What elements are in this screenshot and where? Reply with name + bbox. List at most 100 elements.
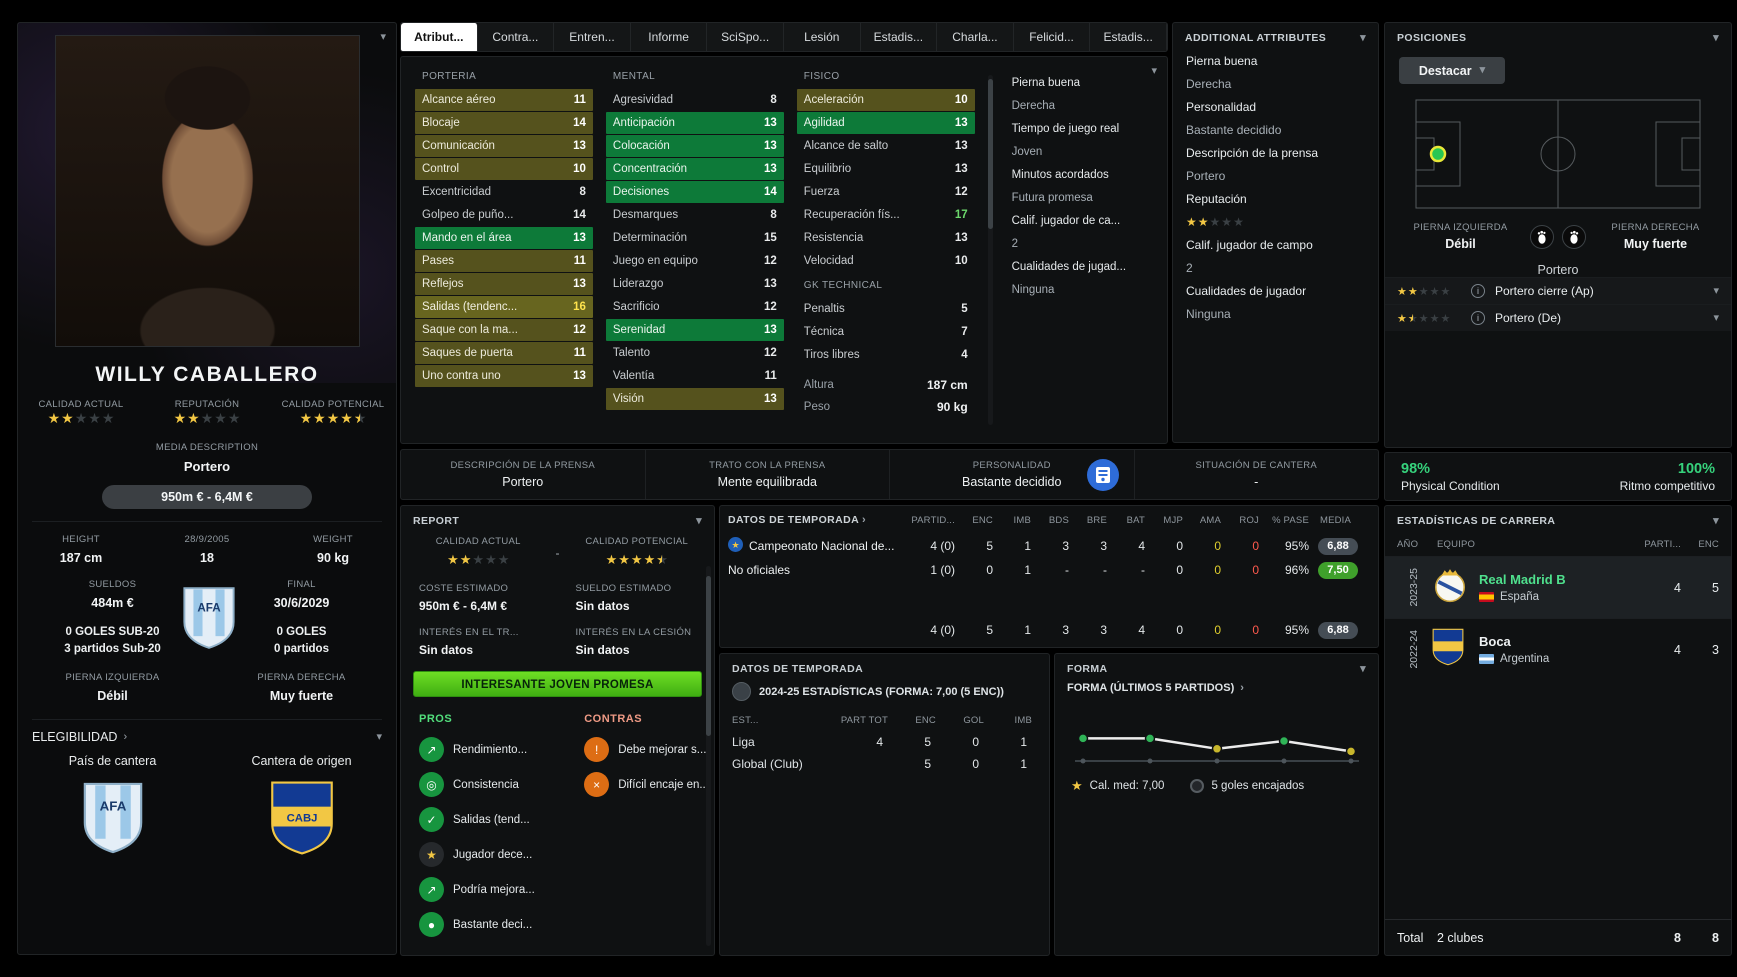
current-ability-stars: ★ ★ ★ ★ ★ [447,552,510,567]
scrollbar[interactable] [706,566,711,946]
tab-estadisticas-2[interactable]: Estadis... [1090,23,1167,51]
competition-name: Campeonato Nacional de... [749,539,895,553]
career-row[interactable]: 2022-24 Boca Argentina 4 3 [1385,618,1731,680]
form-panel: FORMA ▾ FORMA (ÚLTIMOS 5 PARTIDOS) › ★ Cal.… [1054,653,1379,956]
scrollbar-thumb[interactable] [706,576,711,736]
player-name: WILLY CABALLERO [95,363,319,386]
role-rating-stars: ★ ★ ★ ★ ★ [1397,285,1451,298]
weight-row: Peso 90 kg [803,400,968,414]
info-icon[interactable]: i [1471,311,1485,325]
column-header: BDS [1048,514,1069,526]
attribute-row: Sacrificio 12 [612,301,777,313]
attribute-row: Concentración 13 [605,158,784,180]
attribute-row: Equilibrio 13 [803,163,968,175]
average-rating-pill: 7,50 [1318,561,1358,579]
loan-interest-value: Sin datos [575,643,630,657]
pros-column: PROS ↗ Rendimiento... ◎ Consistencia ✓ Sali… [419,713,584,947]
tab-scisports[interactable]: SciSpo... [707,23,784,51]
current-ability-label: CALIDAD ACTUAL [38,399,124,410]
collapse-chevron[interactable]: ▾ [1713,31,1719,44]
collapse-chevron[interactable]: ▾ [1360,31,1366,44]
personality-cell: PERSONALIDAD Bastante decidido [889,450,1134,499]
list-item: Calif. jugador de ca... 2 [1011,214,1121,250]
tab-atributos[interactable]: Atribut... [401,23,478,51]
reputation-stars: ★ ★ ★ ★ ★ [173,410,241,426]
career-row[interactable]: 2023-25 Real Madrid B España 4 5 [1385,556,1731,618]
attribute-row: Blocaje 14 [415,112,593,134]
right-foot-value: Muy fuerte [269,689,334,703]
tab-contrato[interactable]: Contra... [477,23,555,51]
collapse-chevron[interactable]: ▾ [376,730,382,743]
career-years: 2022-24 [1408,630,1420,669]
column-header: PART TOT [840,714,888,726]
scrollbar[interactable] [987,75,993,425]
right-foot-value: Muy fuerte [1623,237,1688,251]
collapse-chevron[interactable]: ▾ [1713,514,1719,527]
collapse-chevron[interactable]: ▾ [1360,662,1366,675]
attribute-row: Alcance aéreo 11 [415,89,593,111]
role-row[interactable]: ★ ★ ★ ★ ★ i Portero cierre (Ap) ▾ [1385,277,1731,304]
club-name[interactable]: Boca [1479,634,1511,649]
career-stats-panel: ESTADÍSTICAS DE CARRERA ▾ AÑO EQUIPO PART… [1384,505,1732,956]
table-row[interactable]: Liga 4 5 0 1 [732,735,1027,749]
chevron-down-icon[interactable]: ▾ [1713,284,1719,297]
eligibility-row[interactable]: ELEGIBILIDAD › ▾ [32,719,382,744]
attribute-row: Serenidad 13 [605,319,784,341]
personality-card-icon[interactable] [1086,458,1120,497]
tab-estadisticas[interactable]: Estadis... [860,23,938,51]
physical-condition-label: Physical Condition [1401,478,1500,493]
attribute-row: Agresividad 8 [612,94,777,106]
column-header: PARTID... [911,514,955,526]
svg-text:AFA: AFA [99,799,126,814]
attribute-row: Determinación 15 [612,232,777,244]
club-link[interactable]: Real Madrid B [1479,572,1566,587]
table-row[interactable]: No oficiales 1 (0) 0 1 - - - 0 0 0 96% 7… [720,558,1378,582]
tab-informe[interactable]: Informe [630,23,708,51]
attribute-row: Control 10 [415,158,593,180]
season-subtitle: 2024-25 ESTADÍSTICAS (FORMA: 7,00 (5 ENC… [759,685,1004,698]
nation-of-origin-label: País de cantera [68,754,157,768]
highlight-dropdown-button[interactable]: Destacar ▾ [1399,57,1505,84]
boca-badge: CABJ [221,778,382,858]
list-item: Ninguna [1186,306,1231,321]
competition-trophy-icon: ★ [728,537,743,555]
table-row[interactable]: Global (Club) 5 0 1 [732,757,1027,771]
attribute-side-list: Pierna buena Derecha Tiempo de juego real… [1012,71,1159,425]
list-item: Reputación [1186,191,1247,206]
potential-ability-label: CALIDAD POTENCIAL [281,399,385,410]
collapse-chevron[interactable]: ▾ [696,514,702,527]
player-overview-panel: ▾ WILLY CABALLERO CALIDAD ACTUAL ★ ★ ★ ★ ★ RE… [17,22,397,955]
total-label: Total [1397,930,1424,945]
height-row: Altura 187 cm [803,378,968,392]
estimated-cost-value: 950m € - 6,4M € [419,599,508,613]
collapse-chevron[interactable]: ▾ [380,31,386,43]
table-total-row: 4 (0) 5 1 3 3 4 0 0 0 95% 6,88 [720,618,1378,642]
tab-charla[interactable]: Charla... [937,23,1014,51]
potential-ability-stars: ★★★★★★ [605,552,668,567]
pro-item: ★ Jugador dece... [419,842,584,867]
weight-label: WEIGHT [313,534,353,545]
afa-badge: AFA [32,778,193,858]
attribute-row: Alcance de salto 13 [803,140,968,152]
attribute-row: Pases 11 [415,250,593,272]
height-value: 187 cm [59,551,103,565]
table-row[interactable]: ★ Campeonato Nacional de... 4 (0) 5 1 3 3… [720,534,1378,558]
contract-end-label: FINAL [287,579,316,590]
transfer-value-pill: 950m € - 6,4M € [102,485,312,509]
scrollbar-thumb[interactable] [987,79,993,229]
info-icon[interactable]: i [1471,284,1485,298]
role-name: Portero cierre (Ap) [1495,284,1594,298]
role-row[interactable]: ★★★★★★ i Portero (De) ▾ [1385,304,1731,331]
column-header: IMB [1014,714,1032,726]
tab-lesion[interactable]: Lesión [783,23,861,51]
pros-header: PROS [419,713,453,725]
tab-entrenamiento[interactable]: Entren... [554,23,631,51]
average-rating-label: Cal. med: 7,00 [1089,780,1165,792]
list-item: Calif. jugador de campo [1186,237,1313,252]
tab-felicidad[interactable]: Felicid... [1013,23,1091,51]
media-description-label: MEDIA DESCRIPTION [155,442,259,453]
chevron-down-icon[interactable]: ▾ [1713,311,1719,324]
collapse-chevron[interactable]: ▾ [1151,65,1157,77]
player-photo [54,35,360,347]
column-header: EQUIPO [1437,538,1476,550]
